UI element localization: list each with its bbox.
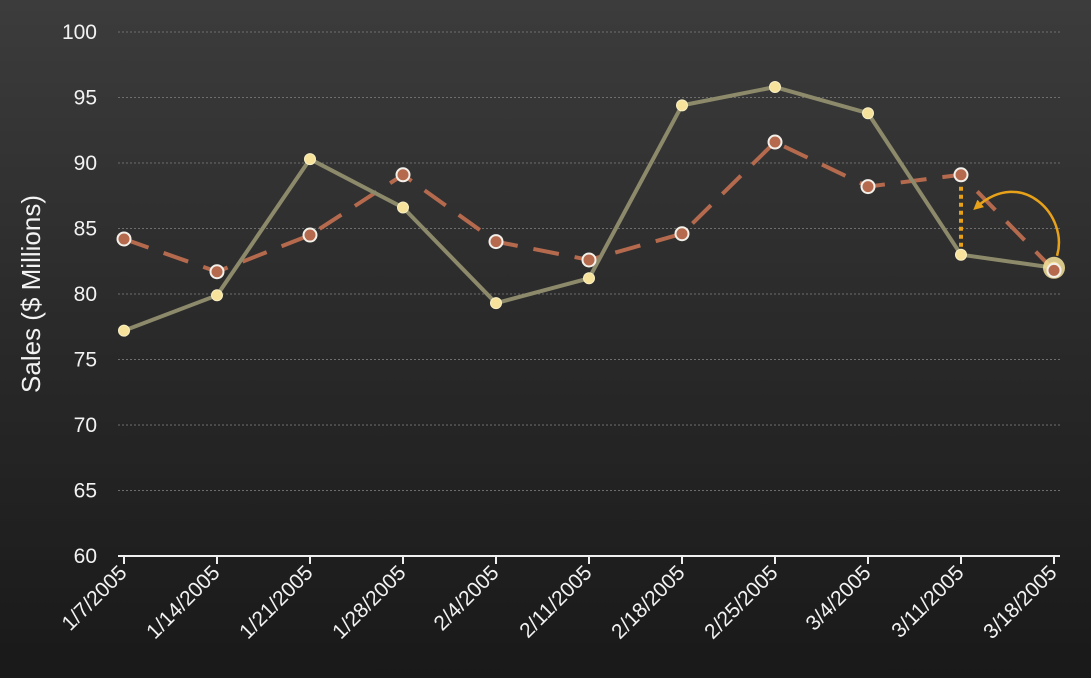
x-tick-label: 1/7/2005 [57, 561, 131, 635]
y-tick-label: 75 [74, 349, 97, 372]
curved-arrow-annotation [973, 190, 1060, 257]
annotations [959, 184, 1065, 279]
x-tick-label: 2/18/2005 [607, 561, 689, 643]
dashed-series-point [209, 264, 225, 280]
y-tick-label: 80 [74, 283, 97, 306]
x-tick-label: 2/4/2005 [429, 561, 503, 635]
solid-series-point [118, 324, 130, 337]
dashed-series-point [1046, 262, 1062, 278]
y-tick-label: 100 [62, 21, 97, 44]
solid-series-point [211, 289, 223, 302]
solid-series-point [583, 272, 595, 285]
x-tick-label: 1/28/2005 [328, 561, 410, 643]
dashed-series-point [116, 231, 132, 247]
solid-series-point [769, 81, 781, 94]
y-tick-label: 85 [74, 218, 97, 241]
x-tick-label: 2/11/2005 [515, 561, 596, 642]
series [116, 81, 1062, 337]
solid-series-point [862, 107, 874, 120]
x-tick-label: 2/25/2005 [700, 561, 782, 643]
x-tick-label: 1/14/2005 [142, 561, 224, 643]
x-tick-label: 3/18/2005 [979, 561, 1061, 643]
x-tick-label: 1/21/2005 [235, 561, 317, 643]
y-tick-label: 65 [74, 480, 97, 503]
dashed-series-point [674, 226, 690, 242]
y-axis-title: Sales ($ Millions) [16, 195, 46, 393]
dashed-series-point [767, 134, 783, 150]
solid-series-point [676, 99, 688, 112]
dashed-series-point [302, 227, 318, 243]
axes [118, 555, 1060, 564]
x-tick-label: 3/11/2005 [887, 561, 968, 642]
y-tick-label: 70 [74, 414, 97, 437]
dashed-series-point [953, 167, 969, 183]
x-tick-label: 3/4/2005 [801, 561, 875, 635]
solid-series-point [304, 153, 316, 166]
solid-series-point [397, 201, 409, 214]
dashed-series-point [581, 252, 597, 268]
labels: Sales ($ Millions) 60 65 70 75 80 85 90 95 100 1/… [16, 21, 1062, 644]
y-tick-label: 60 [74, 545, 97, 568]
dashed-series-line [123, 140, 1056, 274]
dashed-series-point [860, 179, 876, 195]
dashed-series-point [395, 167, 411, 183]
y-tick-label: 95 [74, 87, 97, 110]
solid-series-point [955, 248, 967, 261]
y-tick-label: 90 [74, 152, 97, 175]
solid-series-point [490, 297, 502, 310]
dashed-series-point [488, 234, 504, 250]
